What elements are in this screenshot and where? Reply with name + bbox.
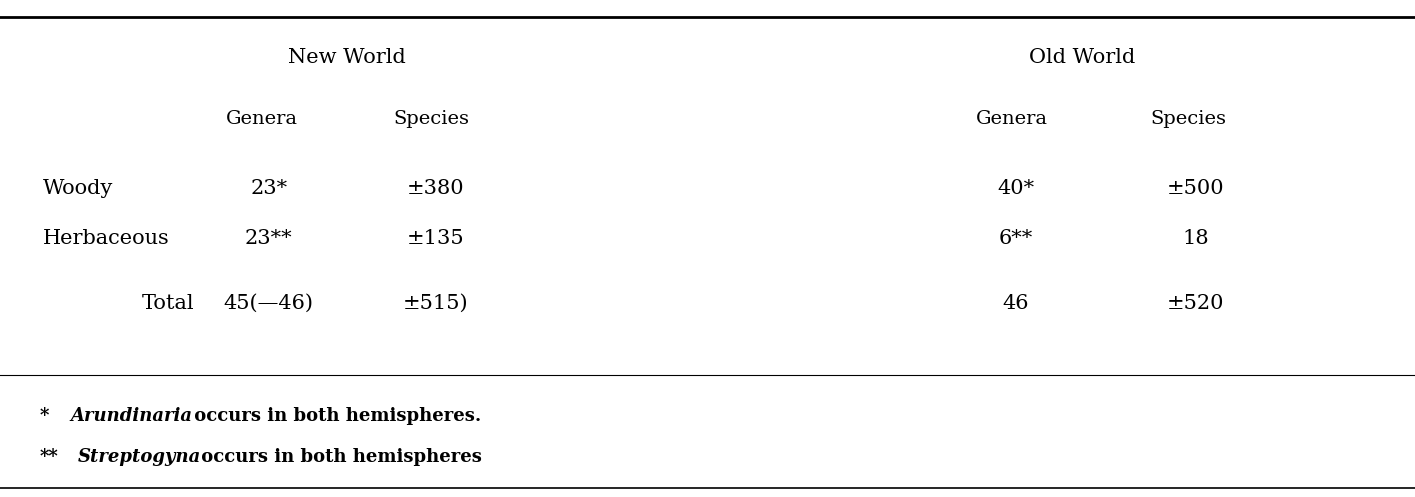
Text: 40*: 40*	[998, 179, 1034, 198]
Text: Old World: Old World	[1029, 48, 1136, 67]
Text: ±520: ±520	[1167, 294, 1224, 313]
Text: *: *	[40, 407, 50, 425]
Text: Arundinaria: Arundinaria	[71, 407, 192, 425]
Text: New World: New World	[287, 48, 406, 67]
Text: Genera: Genera	[226, 110, 297, 128]
Text: ±135: ±135	[408, 229, 464, 248]
Text: occurs in both hemispheres.: occurs in both hemispheres.	[188, 407, 481, 425]
Text: **: **	[40, 448, 58, 466]
Text: 23**: 23**	[245, 229, 293, 248]
Text: Species: Species	[393, 110, 470, 128]
Text: 18: 18	[1183, 229, 1208, 248]
Text: 6**: 6**	[999, 229, 1033, 248]
Text: Genera: Genera	[976, 110, 1047, 128]
Text: ±500: ±500	[1167, 179, 1224, 198]
Text: 45(—46): 45(—46)	[224, 294, 314, 313]
Text: ±380: ±380	[408, 179, 464, 198]
Text: ±515): ±515)	[403, 294, 468, 313]
Text: Total: Total	[142, 294, 194, 313]
Text: Herbaceous: Herbaceous	[42, 229, 170, 248]
Text: 23*: 23*	[250, 179, 287, 198]
Text: occurs in both hemispheres: occurs in both hemispheres	[195, 448, 483, 466]
Text: Species: Species	[1150, 110, 1227, 128]
Text: 46: 46	[1003, 294, 1029, 313]
Text: Streptogyna: Streptogyna	[78, 448, 201, 466]
Text: Woody: Woody	[42, 179, 113, 198]
